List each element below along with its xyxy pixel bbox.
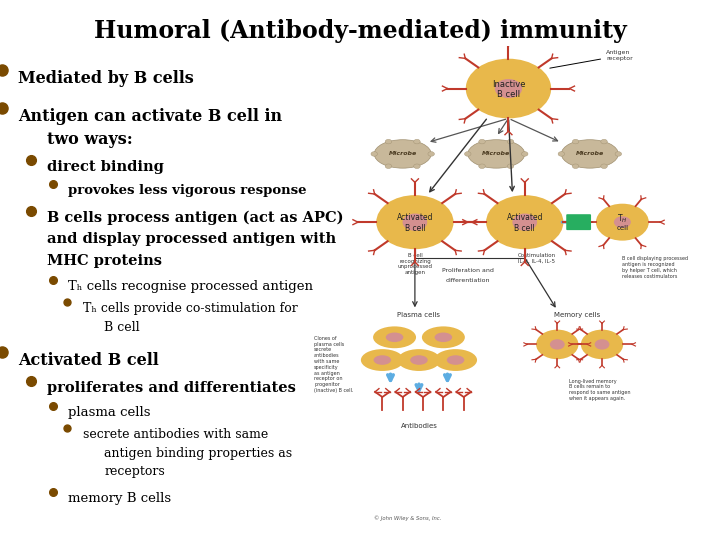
Ellipse shape (434, 349, 477, 371)
Circle shape (479, 164, 485, 168)
Text: B cell: B cell (405, 224, 426, 233)
Text: Activated: Activated (506, 213, 543, 222)
Circle shape (486, 195, 563, 249)
Text: Proliferation and: Proliferation and (442, 268, 494, 273)
Ellipse shape (361, 349, 404, 371)
Circle shape (536, 329, 578, 359)
Circle shape (466, 59, 552, 118)
Text: memory B cells: memory B cells (68, 492, 171, 505)
Text: MHC proteins: MHC proteins (47, 254, 162, 268)
Circle shape (508, 164, 514, 168)
Text: Microbe: Microbe (389, 151, 417, 157)
Text: Microbe: Microbe (482, 151, 510, 157)
Circle shape (495, 79, 522, 98)
Ellipse shape (374, 355, 391, 365)
Circle shape (581, 329, 624, 359)
Circle shape (402, 213, 427, 231)
Ellipse shape (447, 355, 464, 365)
Text: receptors: receptors (104, 465, 165, 478)
Circle shape (596, 204, 649, 241)
Text: Long-lived memory
B cells remain to
respond to same antigen
when it appears agai: Long-lived memory B cells remain to resp… (570, 379, 631, 401)
Circle shape (464, 152, 471, 156)
Text: provokes less vigorous response: provokes less vigorous response (68, 184, 307, 197)
Circle shape (508, 139, 514, 144)
Text: Clones of
plasma cells
secrete
antibodies
with same
specificity
as antigen
recep: Clones of plasma cells secrete antibodie… (314, 336, 354, 393)
Text: two ways:: two ways: (47, 131, 132, 148)
Ellipse shape (386, 333, 403, 342)
Circle shape (521, 152, 528, 156)
Ellipse shape (435, 333, 452, 342)
Ellipse shape (373, 326, 416, 348)
Text: Tₕ cells recognise processed antigen: Tₕ cells recognise processed antigen (68, 280, 313, 293)
Circle shape (371, 152, 377, 156)
Text: Antigen can activate B cell in: Antigen can activate B cell in (18, 108, 282, 125)
Text: cell: cell (616, 225, 629, 231)
Text: Plasma cells: Plasma cells (397, 312, 441, 318)
Text: Antibodies: Antibodies (400, 423, 438, 429)
Circle shape (615, 152, 621, 156)
Circle shape (428, 152, 434, 156)
Text: Mediated by B cells: Mediated by B cells (18, 70, 194, 87)
Text: © John Wiley & Sons, Inc.: © John Wiley & Sons, Inc. (374, 515, 441, 521)
Circle shape (614, 216, 631, 228)
Text: direct binding: direct binding (47, 160, 163, 174)
Text: Memory cells: Memory cells (554, 312, 600, 318)
Text: B cell: B cell (497, 90, 520, 99)
Text: secrete antibodies with same: secrete antibodies with same (83, 428, 268, 441)
Circle shape (572, 164, 579, 168)
Text: Activated B cell: Activated B cell (18, 352, 158, 369)
Circle shape (558, 152, 564, 156)
Circle shape (595, 339, 609, 349)
Text: Activated: Activated (397, 213, 433, 222)
Circle shape (414, 164, 420, 168)
Circle shape (414, 139, 420, 144)
Text: plasma cells: plasma cells (68, 406, 151, 419)
Text: B cell: B cell (104, 321, 140, 334)
Text: B cell: B cell (514, 224, 535, 233)
Text: B cell displaying processed
antigen is recognized
by helper T cell, which
releas: B cell displaying processed antigen is r… (622, 256, 688, 279)
Text: Costimulation
IL-2, IL-4, IL-5: Costimulation IL-2, IL-4, IL-5 (518, 253, 556, 264)
Text: and display processed antigen with: and display processed antigen with (47, 232, 336, 246)
Circle shape (479, 139, 485, 144)
Circle shape (600, 139, 607, 144)
FancyBboxPatch shape (566, 214, 591, 230)
Circle shape (385, 139, 392, 144)
Ellipse shape (397, 349, 441, 371)
Ellipse shape (422, 326, 465, 348)
Text: B cell
recognizing
unprocessed
antigen: B cell recognizing unprocessed antigen (397, 253, 433, 275)
Ellipse shape (374, 140, 431, 168)
Ellipse shape (410, 355, 428, 365)
Text: differentiation: differentiation (446, 278, 490, 282)
Text: proliferates and differentiates: proliferates and differentiates (47, 381, 296, 395)
Text: Antigen
receptor: Antigen receptor (550, 50, 633, 68)
Circle shape (600, 164, 607, 168)
Ellipse shape (468, 140, 525, 168)
Circle shape (513, 213, 537, 231)
Text: Microbe: Microbe (576, 151, 604, 157)
Circle shape (385, 164, 392, 168)
Text: antigen binding properties as: antigen binding properties as (104, 447, 292, 460)
Text: T$_H$: T$_H$ (617, 213, 628, 225)
Text: B cells process antigen (act as APC): B cells process antigen (act as APC) (47, 211, 343, 225)
Circle shape (572, 139, 579, 144)
Ellipse shape (562, 140, 618, 168)
Circle shape (550, 339, 564, 349)
Text: Tₕ cells provide co-stimulation for: Tₕ cells provide co-stimulation for (83, 302, 297, 315)
Circle shape (377, 195, 454, 249)
Text: Humoral (Antibody-mediated) immunity: Humoral (Antibody-mediated) immunity (94, 19, 626, 43)
Text: Inactive: Inactive (492, 80, 525, 89)
